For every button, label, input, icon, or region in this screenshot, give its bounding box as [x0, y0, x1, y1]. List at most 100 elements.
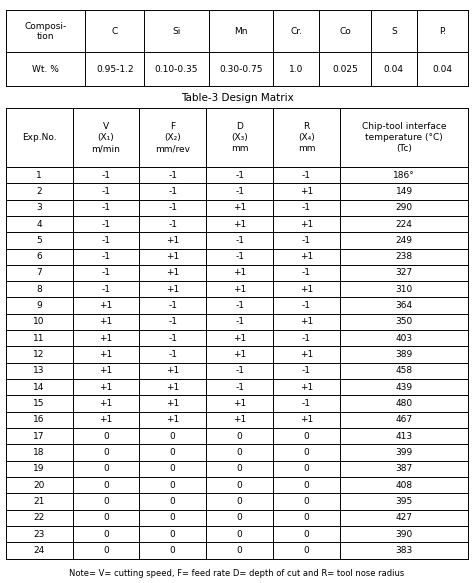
Text: Exp.No.: Exp.No. — [22, 133, 56, 142]
Text: 0: 0 — [170, 497, 176, 506]
Text: -1: -1 — [302, 399, 311, 408]
Text: 19: 19 — [33, 464, 45, 473]
Text: +1: +1 — [99, 350, 112, 359]
Text: +1: +1 — [233, 399, 246, 408]
Text: -1: -1 — [235, 252, 244, 261]
Text: 0: 0 — [170, 480, 176, 490]
Text: +1: +1 — [166, 252, 179, 261]
Text: 12: 12 — [33, 350, 45, 359]
Text: +1: +1 — [99, 382, 112, 392]
Text: Si: Si — [173, 27, 181, 36]
Text: 0: 0 — [103, 464, 109, 473]
Text: Composi-
tion: Composi- tion — [24, 22, 67, 41]
Text: 18: 18 — [33, 448, 45, 457]
Text: 0.30-0.75: 0.30-0.75 — [219, 65, 263, 74]
Text: 0: 0 — [237, 448, 242, 457]
Text: Cr.: Cr. — [290, 27, 302, 36]
Text: +1: +1 — [233, 203, 246, 212]
Text: -1: -1 — [302, 171, 311, 180]
Text: 0: 0 — [303, 448, 309, 457]
Text: 3: 3 — [36, 203, 42, 212]
Text: +1: +1 — [300, 220, 313, 229]
Text: 413: 413 — [395, 431, 413, 441]
Text: Table-3 Design Matrix: Table-3 Design Matrix — [181, 93, 293, 103]
Text: 383: 383 — [395, 546, 413, 555]
Text: -1: -1 — [302, 269, 311, 278]
Text: 439: 439 — [395, 382, 413, 392]
Text: S: S — [391, 27, 397, 36]
Text: -1: -1 — [235, 236, 244, 245]
Text: 0: 0 — [103, 480, 109, 490]
Text: -1: -1 — [101, 285, 110, 294]
Text: +1: +1 — [166, 236, 179, 245]
Text: 403: 403 — [395, 333, 413, 343]
Text: 238: 238 — [395, 252, 413, 261]
Text: +1: +1 — [300, 415, 313, 424]
Text: +1: +1 — [233, 220, 246, 229]
Text: Wt. %: Wt. % — [32, 65, 59, 74]
Text: 0: 0 — [103, 497, 109, 506]
Text: 0: 0 — [237, 546, 242, 555]
Text: Chip-tool interface
temperature (°C)
(Tc): Chip-tool interface temperature (°C) (Tc… — [362, 122, 447, 153]
Text: 0: 0 — [237, 497, 242, 506]
Text: 9: 9 — [36, 301, 42, 310]
Text: +1: +1 — [99, 317, 112, 326]
Text: -1: -1 — [235, 171, 244, 180]
Text: 6: 6 — [36, 252, 42, 261]
Text: +1: +1 — [166, 399, 179, 408]
Text: 395: 395 — [395, 497, 413, 506]
Text: -1: -1 — [101, 220, 110, 229]
Text: -1: -1 — [101, 171, 110, 180]
Text: -1: -1 — [302, 301, 311, 310]
Text: -1: -1 — [302, 333, 311, 343]
Text: 0: 0 — [237, 513, 242, 522]
Text: -1: -1 — [101, 269, 110, 278]
Text: 327: 327 — [395, 269, 413, 278]
Text: 0: 0 — [170, 464, 176, 473]
Text: 0: 0 — [303, 513, 309, 522]
Text: 186°: 186° — [393, 171, 415, 180]
Text: 1.0: 1.0 — [289, 65, 303, 74]
Text: 0: 0 — [170, 431, 176, 441]
Text: -1: -1 — [101, 252, 110, 261]
Text: 1: 1 — [36, 171, 42, 180]
Text: 149: 149 — [395, 187, 413, 196]
Text: 399: 399 — [395, 448, 413, 457]
Text: 224: 224 — [396, 220, 412, 229]
Text: +1: +1 — [233, 350, 246, 359]
Text: +1: +1 — [233, 285, 246, 294]
Text: 0: 0 — [170, 448, 176, 457]
Text: 0: 0 — [103, 513, 109, 522]
Text: 249: 249 — [396, 236, 412, 245]
Text: 0: 0 — [103, 431, 109, 441]
Text: 310: 310 — [395, 285, 413, 294]
Text: 0: 0 — [237, 431, 242, 441]
Text: 0: 0 — [303, 464, 309, 473]
Text: 15: 15 — [33, 399, 45, 408]
Text: 458: 458 — [395, 366, 413, 375]
Text: C: C — [112, 27, 118, 36]
Text: +1: +1 — [233, 269, 246, 278]
Text: 0.025: 0.025 — [332, 65, 358, 74]
Text: -1: -1 — [235, 187, 244, 196]
Text: 387: 387 — [395, 464, 413, 473]
Text: 364: 364 — [395, 301, 413, 310]
Text: 390: 390 — [395, 529, 413, 539]
Text: +1: +1 — [166, 382, 179, 392]
Text: -1: -1 — [168, 171, 177, 180]
Text: +1: +1 — [99, 366, 112, 375]
Text: +1: +1 — [233, 333, 246, 343]
Text: +1: +1 — [300, 350, 313, 359]
Text: +1: +1 — [166, 366, 179, 375]
Text: 7: 7 — [36, 269, 42, 278]
Text: -1: -1 — [168, 301, 177, 310]
Text: 0: 0 — [303, 497, 309, 506]
Text: 0: 0 — [170, 546, 176, 555]
Text: -1: -1 — [101, 203, 110, 212]
Text: 0: 0 — [103, 448, 109, 457]
Text: -1: -1 — [302, 203, 311, 212]
Text: +1: +1 — [99, 301, 112, 310]
Text: -1: -1 — [235, 382, 244, 392]
Text: -1: -1 — [168, 317, 177, 326]
Text: 0: 0 — [103, 529, 109, 539]
